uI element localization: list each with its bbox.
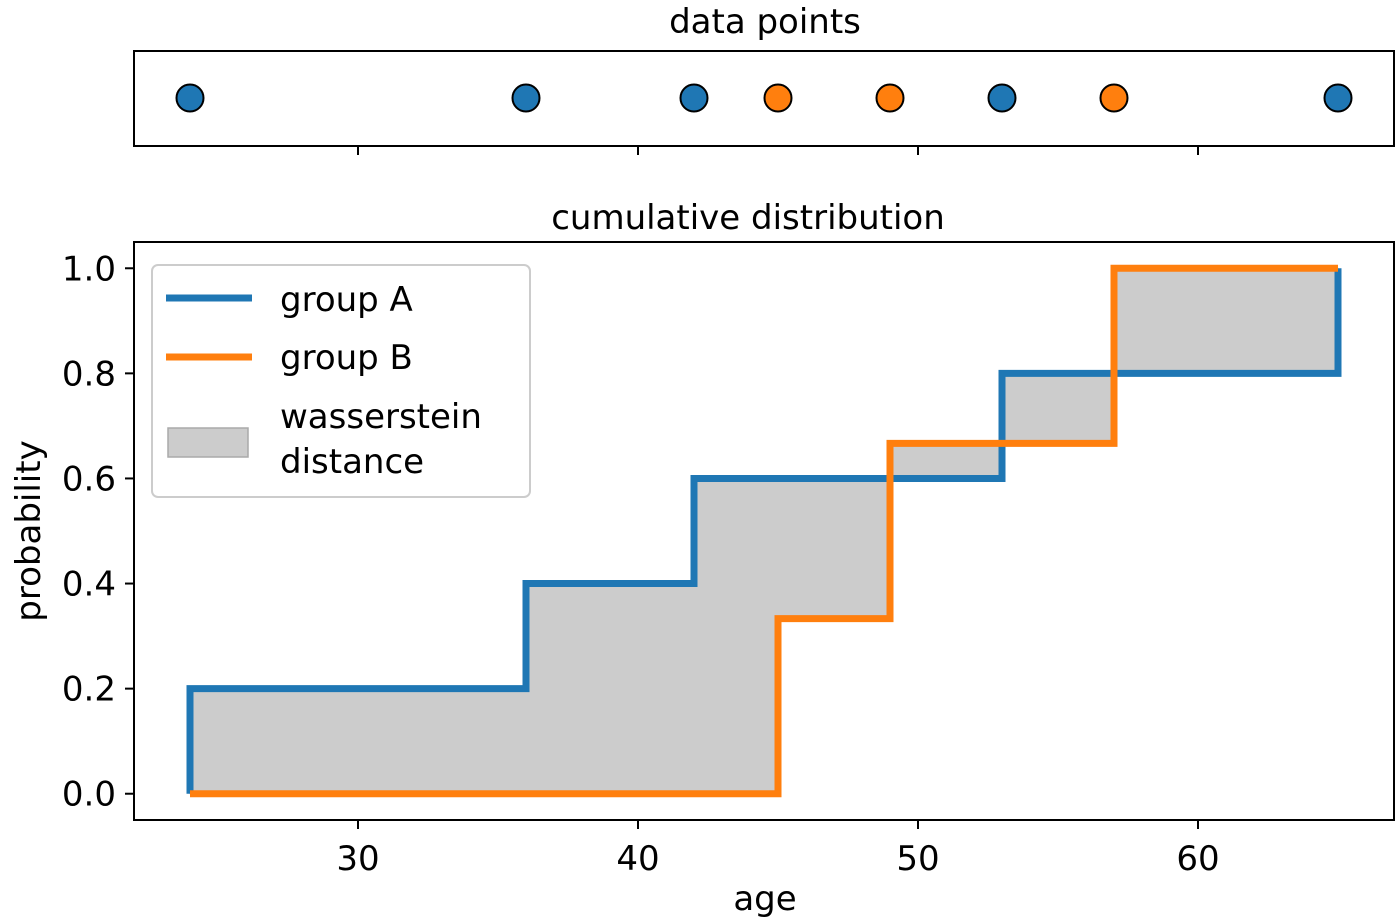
cdf-x-axis: 30 40 50 60 [336, 820, 1220, 879]
series-line-group-a [186, 268, 1342, 794]
legend: group A group B wasserstein distance [151, 264, 531, 498]
legend-label-wasserstein-line2: distance [280, 442, 424, 482]
y-tick-label-0: 0.0 [62, 775, 116, 815]
wasserstein-fill-segment-6 [1113, 267, 1339, 374]
data-point-1-group-a [511, 83, 541, 113]
data-point-2-group-a [679, 83, 709, 113]
y-tick-label-4: 0.8 [62, 354, 116, 394]
y-tick-label-1: 0.2 [62, 670, 116, 710]
wasserstein-fill-segment-0 [189, 688, 527, 795]
data-points-title: data points [669, 2, 861, 42]
wasserstein-fill [189, 267, 1339, 795]
y-tick-label-2: 0.4 [62, 565, 116, 605]
series-line-group-b [190, 264, 1338, 798]
data-point-6-group-b [1099, 83, 1129, 113]
wasserstein-fill-segment-5 [1001, 372, 1115, 444]
legend-swatch-wasserstein [167, 427, 249, 458]
y-tick-label-3: 0.6 [62, 459, 116, 499]
x-tick-label-30: 30 [336, 839, 379, 879]
y-tick-label-5: 1.0 [62, 249, 116, 289]
wasserstein-fill-segment-1 [525, 583, 695, 795]
cdf-title: cumulative distribution [551, 198, 945, 238]
cdf-lines [186, 264, 1342, 798]
x-tick-label-50: 50 [896, 839, 939, 879]
legend-label-group-b: group B [280, 338, 413, 378]
legend-label-group-a: group A [280, 280, 413, 320]
x-tick-label-60: 60 [1176, 839, 1219, 879]
x-axis-label: age [733, 879, 796, 919]
cdf-panel: cumulative distribution 30 40 50 60 0.00.20… [9, 198, 1395, 919]
wasserstein-fill-segment-4 [889, 442, 1003, 479]
wasserstein-fill-segment-2 [693, 477, 779, 795]
data-points-frame [133, 50, 1395, 147]
data-point-5-group-a [987, 83, 1017, 113]
data-points-x-ticks [357, 146, 1199, 155]
data-points-panel: data points [133, 2, 1395, 155]
data-point-0-group-a [175, 83, 205, 113]
y-axis-label: probability [9, 440, 49, 621]
data-point-4-group-b [875, 83, 905, 113]
wasserstein-fill-segment-3 [777, 477, 891, 620]
legend-label-wasserstein-line1: wasserstein [280, 397, 482, 437]
data-point-7-group-a [1323, 83, 1353, 113]
x-tick-label-40: 40 [616, 839, 659, 879]
cdf-y-axis: 0.0 0.2 0.4 0.6 0.8 1.0 [62, 249, 134, 815]
data-point-3-group-b [763, 83, 793, 113]
data-points-markers [175, 83, 1353, 113]
cdf-frame [133, 241, 1395, 821]
